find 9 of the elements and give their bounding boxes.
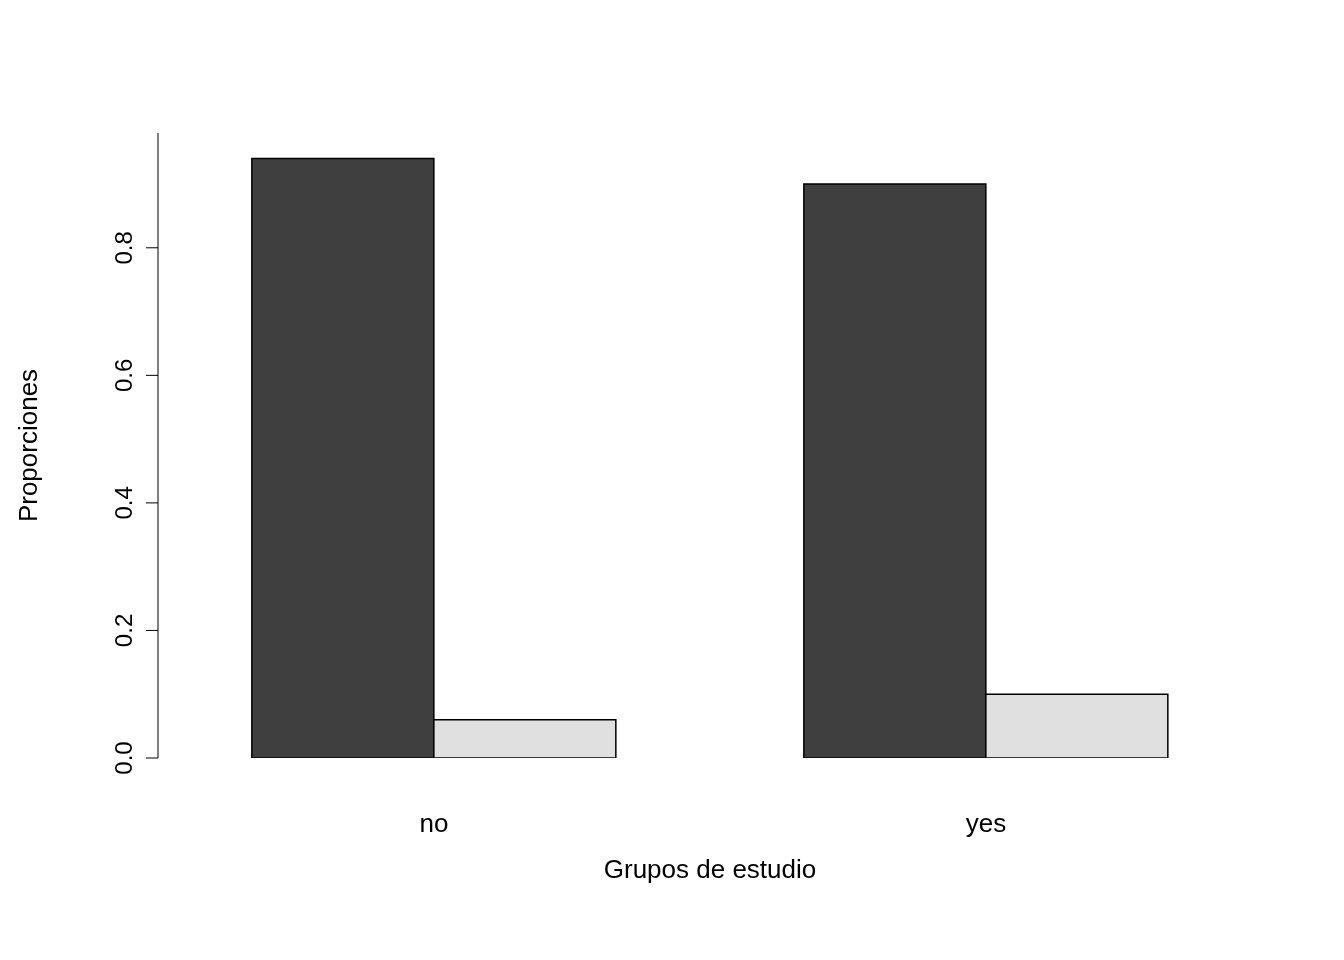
y-tick-label: 0.0	[110, 741, 137, 775]
x-axis-title: Grupos de estudio	[603, 854, 817, 884]
x-tick-label: yes	[965, 808, 1007, 839]
x-tick-label: no	[419, 808, 449, 839]
y-tick-label: 0.8	[110, 231, 137, 265]
y-axis-title: Proporciones	[13, 368, 44, 523]
y-tick-label: 0.4	[110, 486, 137, 520]
y-tick-label: 0.2	[110, 613, 137, 648]
y-tick-label: 0.6	[110, 358, 137, 393]
